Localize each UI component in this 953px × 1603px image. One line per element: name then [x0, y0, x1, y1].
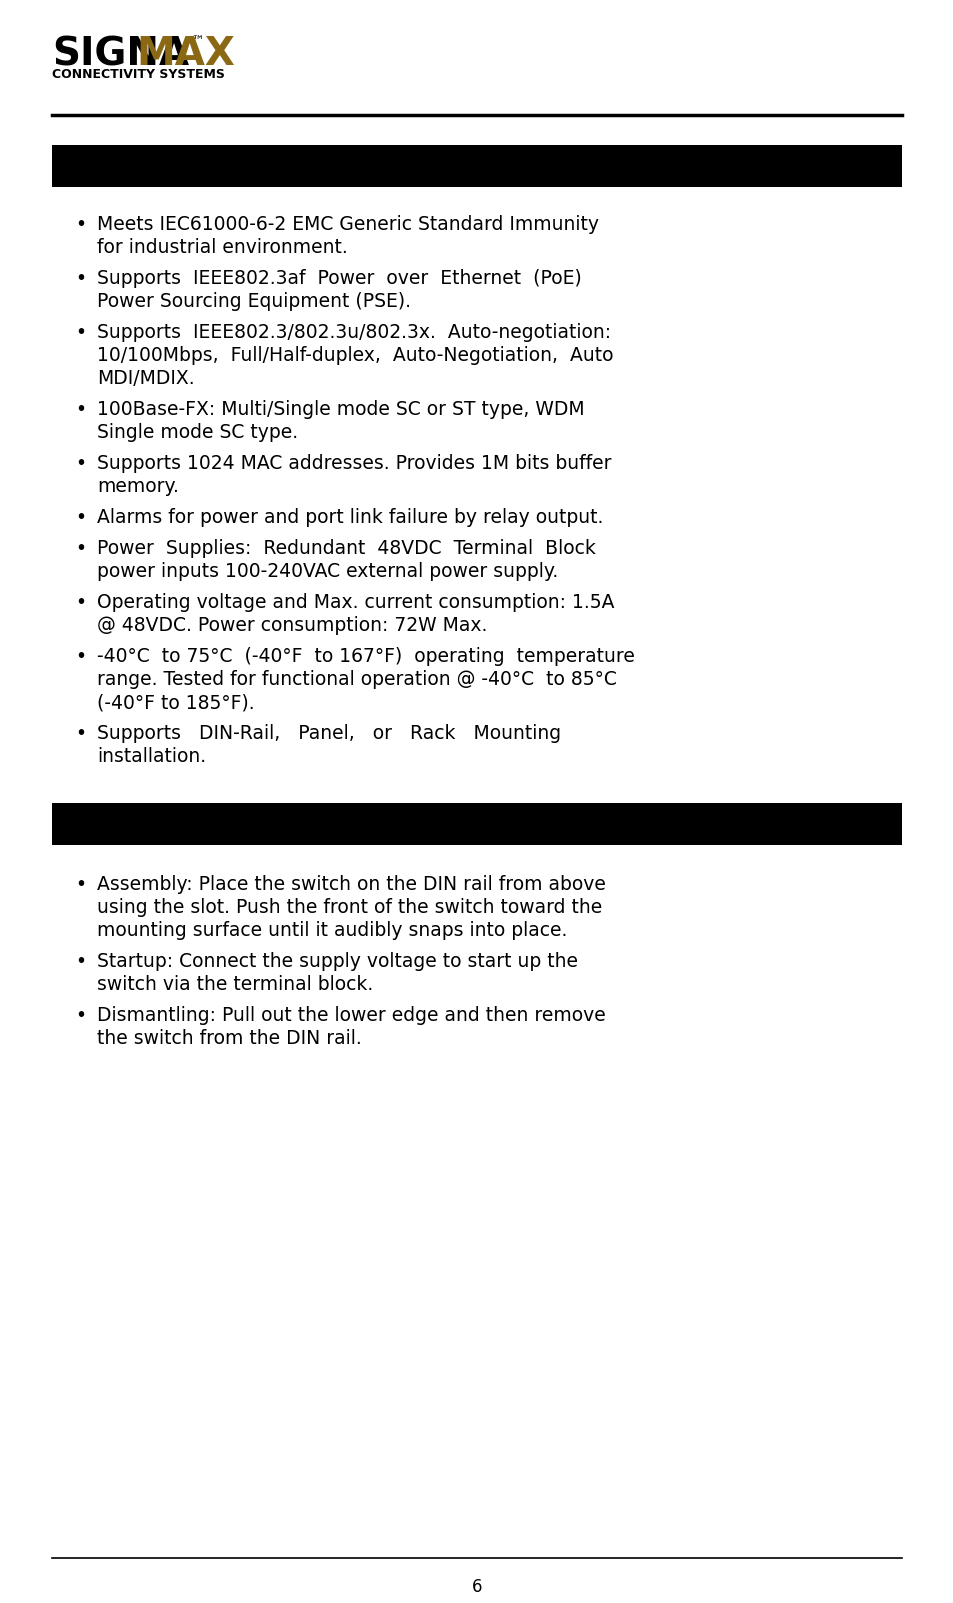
Text: ™: ™: [191, 35, 203, 48]
Bar: [52, 144, 901, 188]
Text: •: •: [75, 648, 86, 665]
Text: •: •: [75, 215, 86, 234]
Text: CONNECTIVITY SYSTEMS: CONNECTIVITY SYSTEMS: [52, 67, 225, 82]
Text: •: •: [75, 875, 86, 894]
Text: -40°C  to 75°C  (-40°F  to 167°F)  operating  temperature: -40°C to 75°C (-40°F to 167°F) operating…: [97, 648, 634, 665]
Text: using the slot. Push the front of the switch toward the: using the slot. Push the front of the sw…: [97, 898, 601, 917]
Text: for industrial environment.: for industrial environment.: [97, 237, 348, 256]
Text: Startup: Connect the supply voltage to start up the: Startup: Connect the supply voltage to s…: [97, 952, 578, 971]
Text: @ 48VDC. Power consumption: 72W Max.: @ 48VDC. Power consumption: 72W Max.: [97, 616, 487, 635]
Text: •: •: [75, 1007, 86, 1024]
Text: •: •: [75, 269, 86, 289]
Text: •: •: [75, 952, 86, 971]
Text: 10/100Mbps,  Full/Half-duplex,  Auto-Negotiation,  Auto: 10/100Mbps, Full/Half-duplex, Auto-Negot…: [97, 346, 613, 365]
Text: Alarms for power and port link failure by relay output.: Alarms for power and port link failure b…: [97, 508, 602, 527]
Text: Meets IEC61000-6-2 EMC Generic Standard Immunity: Meets IEC61000-6-2 EMC Generic Standard …: [97, 215, 598, 234]
Text: the switch from the DIN rail.: the switch from the DIN rail.: [97, 1029, 361, 1048]
Text: Power  Supplies:  Redundant  48VDC  Terminal  Block: Power Supplies: Redundant 48VDC Terminal…: [97, 539, 596, 558]
Text: •: •: [75, 401, 86, 418]
Text: MDI/MDIX.: MDI/MDIX.: [97, 369, 194, 388]
Text: •: •: [75, 593, 86, 612]
Text: Supports  IEEE802.3af  Power  over  Ethernet  (PoE): Supports IEEE802.3af Power over Ethernet…: [97, 269, 581, 289]
Text: Dismantling: Pull out the lower edge and then remove: Dismantling: Pull out the lower edge and…: [97, 1007, 605, 1024]
Text: switch via the terminal block.: switch via the terminal block.: [97, 975, 373, 994]
Text: •: •: [75, 322, 86, 341]
Text: Single mode SC type.: Single mode SC type.: [97, 423, 297, 442]
Text: MAX: MAX: [136, 35, 234, 74]
Text: range. Tested for functional operation @ -40°C  to 85°C: range. Tested for functional operation @…: [97, 670, 617, 689]
Text: •: •: [75, 508, 86, 527]
Text: Assembly: Place the switch on the DIN rail from above: Assembly: Place the switch on the DIN ra…: [97, 875, 605, 894]
Text: •: •: [75, 725, 86, 744]
Text: Supports 1024 MAC addresses. Provides 1M bits buffer: Supports 1024 MAC addresses. Provides 1M…: [97, 454, 611, 473]
Text: Power Sourcing Equipment (PSE).: Power Sourcing Equipment (PSE).: [97, 292, 411, 311]
Text: memory.: memory.: [97, 478, 179, 495]
Text: •: •: [75, 539, 86, 558]
Text: Operating voltage and Max. current consumption: 1.5A: Operating voltage and Max. current consu…: [97, 593, 614, 612]
Text: •: •: [75, 454, 86, 473]
Text: 100Base-FX: Multi/Single mode SC or ST type, WDM: 100Base-FX: Multi/Single mode SC or ST t…: [97, 401, 584, 418]
Text: SIGNA: SIGNA: [52, 35, 189, 74]
Text: mounting surface until it audibly snaps into place.: mounting surface until it audibly snaps …: [97, 922, 567, 939]
Text: 6: 6: [471, 1577, 482, 1597]
Text: (-40°F to 185°F).: (-40°F to 185°F).: [97, 692, 254, 712]
Text: Supports   DIN-Rail,   Panel,   or   Rack   Mounting: Supports DIN-Rail, Panel, or Rack Mounti…: [97, 725, 560, 744]
Text: Supports  IEEE802.3/802.3u/802.3x.  Auto-negotiation:: Supports IEEE802.3/802.3u/802.3x. Auto-n…: [97, 322, 611, 341]
Text: installation.: installation.: [97, 747, 206, 766]
Bar: [52, 803, 901, 845]
Text: power inputs 100-240VAC external power supply.: power inputs 100-240VAC external power s…: [97, 563, 558, 580]
